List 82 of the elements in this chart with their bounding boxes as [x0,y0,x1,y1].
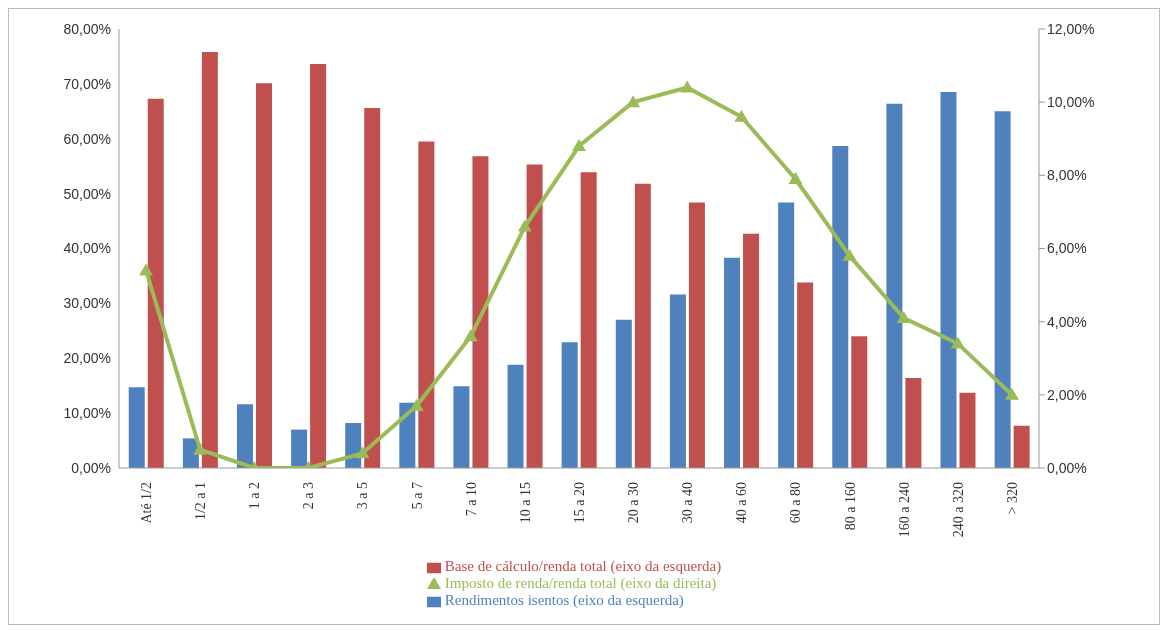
legend-label: Imposto de renda/renda total (eixo da direita) [444,575,717,591]
y-tick-label: 70,00% [63,75,111,92]
point [842,248,857,261]
bar [236,404,253,468]
point [626,95,641,108]
x-tick-label: 30 a 40 [680,482,696,524]
bar [291,429,308,468]
y2-tick-label: 4,00% [1047,313,1087,330]
x-tick-label: 240 a 320 [950,482,966,538]
bar [453,386,470,468]
point [139,263,154,276]
legend-label: Rendimentos isentos (eixo da esquerda) [444,592,684,608]
y-tick-label: 40,00% [63,240,111,257]
y2-tick-label: 8,00% [1047,167,1087,184]
point [463,329,478,342]
bar [128,387,145,468]
bar [580,172,597,468]
x-tick-label: 2 a 3 [301,482,317,510]
bar [418,141,435,468]
bar [959,392,976,468]
bar [472,156,489,468]
bar [364,108,381,468]
point [355,446,370,459]
bar [994,111,1011,468]
x-tick-label: 5 a 7 [409,482,425,510]
bar [743,233,760,468]
y-tick-label: 80,00% [63,20,111,37]
y-tick-label: 20,00% [63,350,111,367]
y-tick-label: 0,00% [71,459,111,476]
bar [688,202,705,468]
x-tick-label: 7 a 10 [463,482,479,517]
bar [797,282,814,468]
point [409,398,424,411]
x-tick-label: 60 a 80 [788,482,804,524]
bar [851,336,868,468]
point [1004,387,1019,400]
x-tick-label: 1 a 2 [247,482,263,510]
y2-tick-label: 6,00% [1047,240,1087,257]
bar [201,52,218,468]
y-tick-label: 30,00% [63,295,111,312]
bar [310,64,327,468]
point [572,139,586,152]
x-tick-label: 3 a 5 [355,482,371,510]
x-tick-label: 10 a 15 [517,482,533,524]
bar [561,342,578,468]
bar [832,145,849,468]
y2-tick-label: 10,00% [1047,94,1095,111]
bar [905,378,922,468]
y2-tick-label: 12,00% [1047,20,1095,37]
x-tick-label: 160 a 240 [896,482,912,538]
point [680,80,695,93]
y-tick-label: 10,00% [63,405,111,422]
bar [526,164,543,468]
y-tick-label: 60,00% [63,130,111,147]
bar [940,92,957,468]
point [734,109,749,122]
point [896,311,911,324]
point [517,219,532,232]
point [950,336,965,349]
x-tick-label: 80 a 160 [842,482,858,531]
bar [778,202,795,468]
x-tick-label: 15 a 20 [571,482,587,524]
bar [255,83,272,468]
y-tick-label: 50,00% [63,185,111,202]
x-tick-label: 1/2 a 1 [193,482,209,521]
bar [724,257,741,468]
bar [615,319,632,468]
bar [669,294,686,468]
x-tick-label: > 320 [1004,482,1020,515]
bar [507,364,524,468]
y2-tick-label: 2,00% [1047,386,1087,403]
x-tick-label: 20 a 30 [626,482,642,524]
bar [1013,425,1030,468]
legend-label: Base de cálculo/renda total (eixo da esquerda) [444,558,722,574]
bar [886,103,903,468]
y2-tick-label: 0,00% [1047,459,1087,476]
x-tick-label: 40 a 60 [734,482,750,524]
x-tick-label: Até 1/2 [139,482,154,524]
bar [147,98,164,468]
bar [634,183,651,468]
point [193,442,208,455]
point [788,171,803,184]
